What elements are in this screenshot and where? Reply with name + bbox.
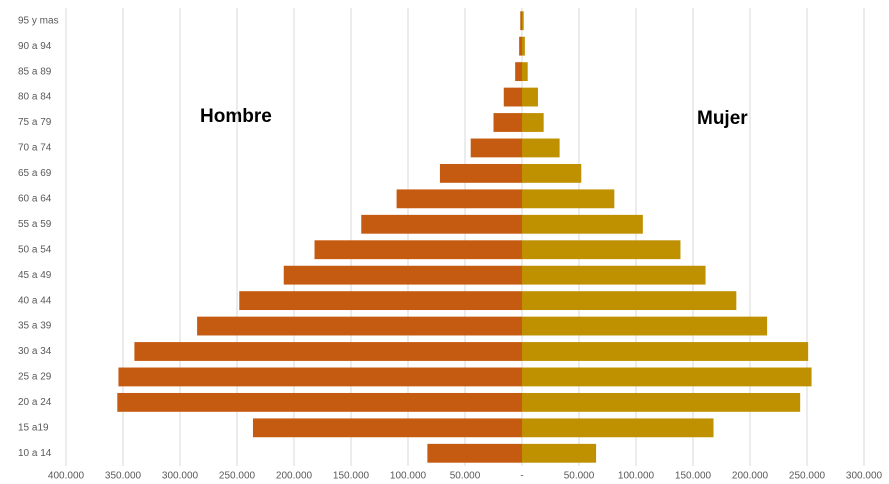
bar bbox=[519, 36, 522, 56]
x-tick-label: 150.000 bbox=[675, 471, 712, 482]
bar bbox=[118, 367, 522, 387]
x-tick-label: 200.000 bbox=[276, 471, 313, 482]
bar bbox=[520, 11, 522, 31]
y-tick-label: 20 a 24 bbox=[18, 397, 52, 408]
y-tick-label: 55 a 59 bbox=[18, 219, 52, 230]
y-tick-label: 95 y mas bbox=[18, 15, 59, 26]
y-tick-label: 35 a 39 bbox=[18, 321, 52, 332]
y-tick-label: 65 a 69 bbox=[18, 168, 52, 179]
bar bbox=[522, 291, 737, 311]
y-tick-label: 85 a 89 bbox=[18, 66, 52, 77]
x-tick-label: 200.000 bbox=[732, 471, 769, 482]
x-tick-label: - bbox=[520, 471, 523, 482]
x-tick-label: 400.000 bbox=[48, 471, 85, 482]
bar bbox=[522, 11, 524, 31]
y-tick-label: 80 a 84 bbox=[18, 92, 52, 103]
bar bbox=[361, 214, 522, 234]
y-tick-label: 15 a19 bbox=[18, 422, 49, 433]
y-tick-label: 45 a 49 bbox=[18, 270, 52, 281]
bar bbox=[117, 392, 523, 412]
x-tick-label: 250.000 bbox=[789, 471, 826, 482]
bar bbox=[522, 265, 706, 285]
y-tick-label: 10 a 14 bbox=[18, 448, 52, 459]
bar bbox=[197, 316, 522, 336]
bar bbox=[522, 36, 525, 56]
x-tick-label: 350.000 bbox=[105, 471, 142, 482]
bar bbox=[493, 113, 522, 132]
bar bbox=[252, 418, 522, 438]
x-tick-label: 250.000 bbox=[219, 471, 256, 482]
y-tick-label: 75 a 79 bbox=[18, 117, 52, 128]
bar bbox=[522, 342, 809, 361]
bar bbox=[522, 214, 643, 234]
x-tick-label: 100.000 bbox=[618, 471, 655, 482]
bar bbox=[522, 367, 812, 387]
x-tick-label: 150.000 bbox=[333, 471, 370, 482]
bar bbox=[522, 138, 560, 158]
series-annotation: Hombre bbox=[200, 106, 272, 127]
y-tick-label: 25 a 29 bbox=[18, 372, 52, 383]
bar bbox=[522, 240, 681, 260]
x-tick-label: 300.000 bbox=[846, 471, 883, 482]
bar bbox=[503, 87, 522, 107]
bar bbox=[522, 443, 597, 463]
series-annotation: Mujer bbox=[697, 108, 748, 129]
bar bbox=[396, 189, 522, 209]
bar bbox=[522, 316, 768, 336]
bar bbox=[515, 62, 522, 82]
y-tick-label: 50 a 54 bbox=[18, 244, 52, 255]
bar bbox=[522, 113, 544, 132]
bar bbox=[239, 291, 522, 311]
bar bbox=[522, 392, 801, 412]
bar bbox=[314, 240, 522, 260]
bar bbox=[522, 87, 538, 107]
y-tick-label: 90 a 94 bbox=[18, 41, 52, 52]
y-tick-label: 40 a 44 bbox=[18, 295, 52, 306]
x-tick-label: 50.000 bbox=[450, 471, 481, 482]
bar bbox=[522, 62, 528, 82]
bar bbox=[427, 443, 522, 463]
bar bbox=[283, 265, 522, 285]
bar bbox=[522, 418, 714, 438]
bar bbox=[522, 189, 615, 209]
x-tick-label: 100.000 bbox=[390, 471, 427, 482]
x-tick-label: 300.000 bbox=[162, 471, 199, 482]
y-tick-label: 70 a 74 bbox=[18, 143, 52, 154]
y-tick-label: 30 a 34 bbox=[18, 346, 52, 357]
y-tick-label: 60 a 64 bbox=[18, 193, 52, 204]
bar bbox=[522, 163, 582, 183]
bar bbox=[439, 163, 522, 183]
bar bbox=[470, 138, 522, 158]
bar bbox=[134, 342, 522, 361]
x-tick-label: 50.000 bbox=[564, 471, 595, 482]
